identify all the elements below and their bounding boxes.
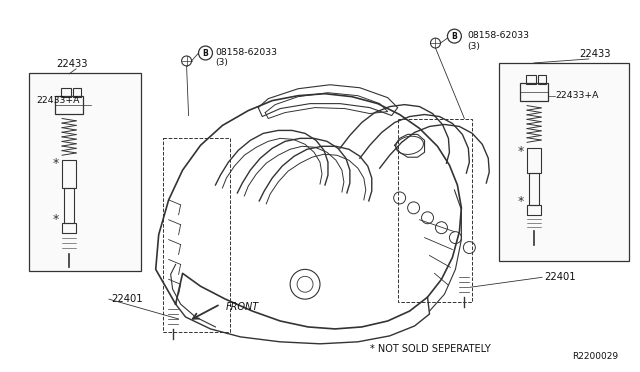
Bar — [64, 188, 74, 223]
Text: 22433: 22433 — [579, 49, 611, 59]
Bar — [397, 119, 472, 302]
Text: 08158-62033
(3): 08158-62033 (3) — [216, 48, 278, 67]
Text: 22401: 22401 — [111, 294, 143, 304]
Text: R2200029: R2200029 — [573, 352, 619, 361]
Bar — [526, 75, 536, 84]
Bar — [29, 73, 141, 271]
Bar — [62, 223, 76, 232]
Bar — [62, 160, 76, 188]
Bar — [527, 148, 541, 173]
Bar — [163, 138, 230, 332]
Text: *: * — [518, 145, 524, 158]
Text: *: * — [53, 157, 60, 170]
Bar — [55, 96, 83, 113]
Text: FRONT: FRONT — [225, 302, 259, 312]
Text: 08158-62033
(3): 08158-62033 (3) — [467, 31, 529, 51]
Text: * NOT SOLD SEPERATELY: * NOT SOLD SEPERATELY — [370, 344, 490, 354]
Bar — [520, 83, 548, 101]
Bar — [529, 173, 539, 205]
Bar — [538, 75, 546, 84]
Bar — [61, 88, 71, 97]
Text: 22433: 22433 — [56, 59, 88, 69]
Text: 22401: 22401 — [544, 272, 575, 282]
Text: *: * — [53, 213, 60, 226]
Text: *: * — [518, 195, 524, 208]
Text: B: B — [452, 32, 458, 41]
Bar — [73, 88, 81, 97]
Text: 22433+A: 22433+A — [36, 96, 80, 105]
Text: 22433+A: 22433+A — [555, 91, 598, 100]
Bar — [499, 63, 628, 262]
Text: B: B — [203, 48, 209, 58]
Bar — [527, 205, 541, 215]
